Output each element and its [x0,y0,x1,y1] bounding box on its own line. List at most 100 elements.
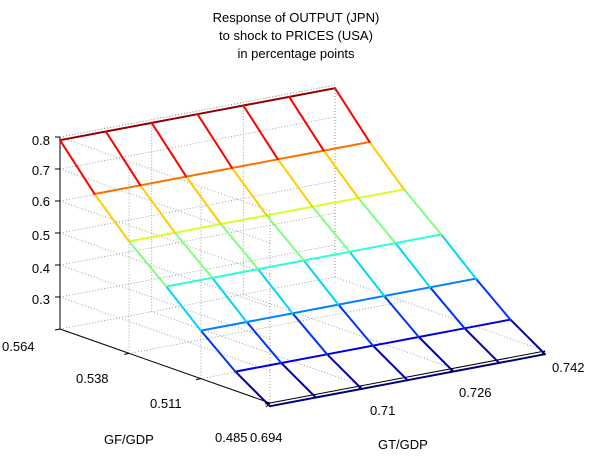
mesh-segment-x [95,185,141,194]
mesh-segment-x [243,97,289,106]
mesh-segment-x [140,177,186,186]
mesh-segment-y [267,215,304,260]
mesh-segment-x [419,328,465,337]
grid-line-z [60,265,270,339]
y-axis-label: GF/GDP [104,432,154,447]
mesh-segment-x [293,305,339,314]
grid-line-z [60,117,335,169]
mesh-segment-x [327,346,373,355]
mesh-segment-x [373,337,419,346]
mesh-segment-y [247,322,282,363]
mesh-segment-x [358,189,404,198]
mesh-segment-y [106,132,141,186]
mesh-segment-y [140,185,175,232]
mesh-segment-y [235,372,270,407]
mesh-segment-x [312,198,358,207]
mesh-segment-y [373,346,408,381]
x-tick-label: 0.71 [370,403,395,418]
z-tick-label: 0.7 [32,163,50,178]
mesh-segment-y [243,106,278,160]
mesh-segment-x [430,279,476,288]
x-axis-line [270,351,545,403]
mesh-segment-y [476,279,511,320]
mesh-segment-x [304,252,350,261]
grid-line-z [60,201,270,275]
chart-title-line-1: Response of OUTPUT (JPN) [213,10,380,25]
mesh-segment-y [370,142,405,189]
mesh-segment-y [166,287,201,331]
mesh-segment-y [198,114,233,168]
mesh-segment-x [166,278,212,287]
mesh-segment-x [221,215,267,224]
grid-line-z [60,137,270,211]
x-tick-label: 0.742 [552,360,585,375]
mesh-segment-x [129,233,175,242]
z-tick-label: 0.3 [32,292,50,307]
mesh-segment-x [186,168,232,177]
mesh-segment-x [232,159,278,168]
mesh-segment-y [510,320,545,355]
mesh-segment-y [221,224,258,269]
mesh-segment-y [350,252,385,296]
mesh-segment-x [267,207,313,216]
mesh-segment-y [312,207,349,252]
mesh-segment-y [278,159,313,206]
y-tick-label: 0.538 [76,371,109,386]
mesh-segment-x [201,322,247,331]
grid-line-y [60,277,335,329]
mesh-segment-x [278,151,324,160]
mesh-segment-x [258,261,304,270]
grid-lines [60,85,545,403]
z-tick-label: 0.4 [32,261,50,276]
y-tick-mark [124,353,129,354]
z-tick-label: 0.8 [32,133,50,148]
grid-line-z [60,213,335,265]
mesh-segment-x [350,243,396,252]
back-edge [60,85,335,137]
grid-line-x [152,312,362,386]
mesh-segment-x [384,287,430,296]
z-tick-label: 0.6 [32,194,50,209]
grid-line-x [243,294,453,368]
mesh-segment-y [358,198,395,243]
y-tick-label: 0.511 [150,396,182,411]
mesh-segment-y [338,305,373,346]
mesh-segment-y [324,151,359,198]
mesh-segment-x [465,320,511,329]
grid-line-z [60,181,335,233]
mesh-segment-y [465,328,500,363]
mesh-segment-x [338,296,384,305]
mesh-segment-y [129,241,166,286]
mesh-segment-x [175,224,221,233]
mesh-segment-y [281,363,316,398]
mesh-segment-y [430,287,465,328]
mesh-segment-y [258,269,293,313]
mesh-segment-y [441,235,476,279]
surface-mesh [60,88,545,406]
mesh-segment-y [304,261,339,305]
z-tick-label: 0.5 [32,228,50,243]
mesh-segment-x [235,363,281,372]
chart-title-line-2: to shock to PRICES (USA) [219,28,373,43]
mesh-segment-y [212,278,247,322]
mesh-segment-x [281,354,327,363]
x-tick-label: 0.694 [250,430,283,445]
mesh-segment-x [198,106,244,115]
mesh-segment-x [152,114,198,123]
grid-line-x [335,277,545,351]
mesh-segment-y [335,88,370,142]
y-tick-mark [55,329,60,330]
y-tick-mark [196,379,201,380]
mesh-segment-x [247,313,293,322]
mesh-segment-x [396,235,442,244]
chart-title-line-3: in percentage points [237,46,355,61]
mesh-segment-y [419,337,454,372]
mesh-segment-y [384,296,419,337]
x-tick-label: 0.726 [459,385,492,400]
mesh-segment-y [404,189,441,234]
mesh-segment-y [186,177,221,224]
x-axis-label: GT/GDP [378,437,428,452]
mesh-segment-y [152,123,187,177]
mesh-segment-y [396,243,431,287]
